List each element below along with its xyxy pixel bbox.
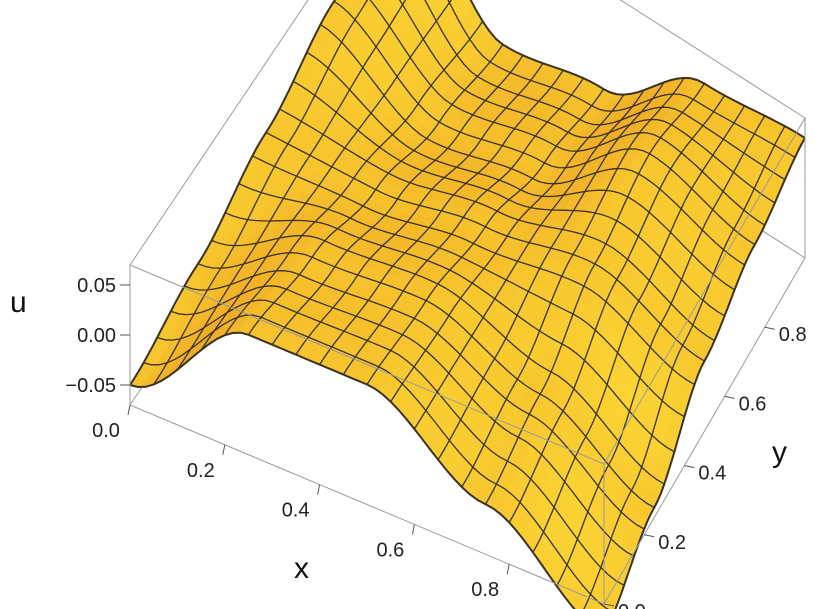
x-tick-label: 0.6	[376, 539, 404, 561]
x-axis-label: x	[294, 552, 309, 585]
y-tick-label: 0.4	[698, 463, 726, 485]
y-axis-label: y	[772, 436, 787, 469]
y-tick-mark	[644, 534, 655, 538]
x-tick-label: 0.0	[92, 420, 120, 442]
x-tick-label: 0.2	[187, 460, 215, 482]
y-tick-label: 0.2	[658, 532, 686, 554]
mesh-line	[469, 0, 806, 139]
mesh-line	[333, 0, 756, 246]
mesh-line	[369, 0, 766, 226]
z-tick-label: −0.05	[65, 375, 116, 397]
box-edge	[129, 264, 605, 465]
surface	[129, 0, 806, 609]
x-tick-label: 0.4	[282, 500, 310, 522]
box-edge	[603, 117, 806, 465]
mesh-line	[437, 81, 665, 461]
y-tick-mark	[724, 395, 735, 399]
y-tick-mark	[603, 603, 615, 607]
mesh-line	[279, 108, 715, 342]
z-tick-label: 0.05	[77, 275, 116, 297]
x-tick-mark	[506, 564, 510, 575]
mesh-line	[461, 77, 685, 488]
bounding-box-front	[129, 0, 806, 605]
x-tick-label: 0.8	[471, 579, 499, 601]
y-tick-label: 0.6	[739, 393, 767, 415]
y-tick-label: 0.0	[618, 601, 646, 609]
mesh-line	[532, 105, 746, 553]
mesh-line	[320, 24, 746, 266]
z-tick-label: 0.00	[77, 325, 116, 347]
box-edge	[619, 0, 806, 119]
mesh-line	[583, 125, 786, 609]
mesh-line	[265, 131, 705, 362]
z-axis-label: u	[10, 286, 27, 319]
y-tick-label: 0.8	[779, 324, 807, 346]
mesh-line	[424, 0, 786, 181]
mesh-line	[556, 115, 766, 587]
box-edge	[603, 257, 806, 605]
box-edge	[129, 404, 605, 605]
mesh-line	[390, 94, 625, 403]
x-tick-mark	[222, 444, 226, 455]
x-tick-mark	[127, 404, 131, 416]
y-tick-mark	[764, 326, 775, 330]
surface-patch	[352, 0, 368, 10]
mesh-line	[292, 80, 725, 317]
x-tick-mark	[317, 484, 321, 495]
y-tick-mark	[684, 465, 695, 469]
mesh-line	[398, 0, 776, 204]
mesh-line	[447, 0, 796, 158]
mesh-line	[306, 51, 735, 291]
mesh-line	[508, 95, 725, 523]
box-edge	[129, 0, 309, 266]
x-tick-mark	[411, 524, 415, 535]
axis-ticks: 0.0 0.2 0.4 0.6 0.8 0.0 0.2 0.4 0.6 0.8 −0.05 0.00 0…	[65, 275, 806, 609]
mesh-line	[413, 89, 645, 430]
